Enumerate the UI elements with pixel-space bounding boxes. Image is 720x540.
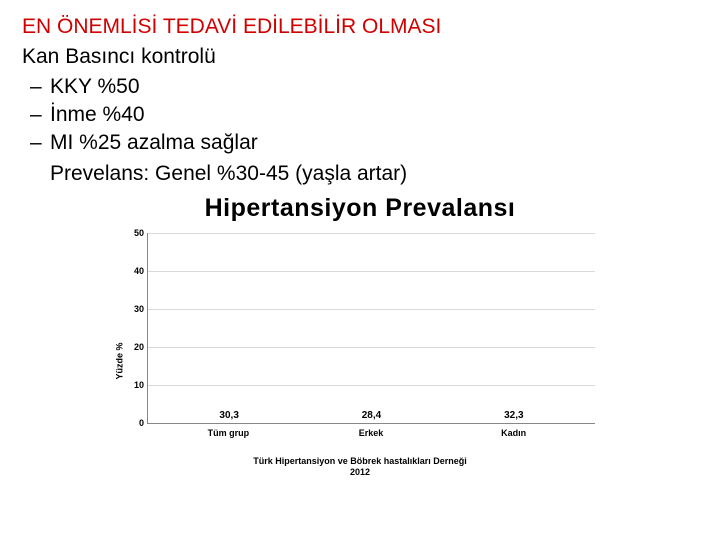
x-tick: Tüm grup — [183, 428, 273, 438]
grid-line — [148, 347, 595, 348]
plot-area: 30,328,432,3 01020304050 — [147, 233, 595, 424]
caption-line-1: Türk Hipertansiyon ve Böbrek hastalıklar… — [125, 456, 595, 467]
y-axis-label: Yüzde % — [115, 342, 125, 379]
grid-line — [148, 309, 595, 310]
grid-line — [148, 271, 595, 272]
chart-caption: Türk Hipertansiyon ve Böbrek hastalıklar… — [125, 456, 595, 479]
bullet-item: MI %25 azalma sağlar — [50, 129, 698, 157]
prevalence-line: Prevelans: Genel %30-45 (yaşla artar) — [50, 160, 698, 188]
y-tick: 40 — [128, 266, 144, 276]
caption-line-2: 2012 — [125, 467, 595, 478]
slide: EN ÖNEMLİSİ TEDAVİ EDİLEBİLİR OLMASI Kan… — [0, 0, 720, 540]
heading: EN ÖNEMLİSİ TEDAVİ EDİLEBİLİR OLMASI — [22, 14, 698, 40]
y-tick: 10 — [128, 380, 144, 390]
bar-column: 28,4 — [326, 410, 416, 423]
bullet-list: KKY %50 İnme %40 MI %25 azalma sağlar — [22, 73, 698, 158]
bar-value-label: 30,3 — [219, 410, 238, 421]
y-tick: 0 — [128, 418, 144, 428]
grid-line — [148, 233, 595, 234]
y-tick: 30 — [128, 304, 144, 314]
subhead: Kan Basıncı kontrolü — [22, 44, 698, 70]
bars-container: 30,3 28,4 32,3 — [148, 233, 595, 423]
x-ticks: Tüm grup Erkek Kadın — [147, 424, 595, 438]
bar-value-label: 32,3 — [504, 410, 523, 421]
x-tick: Erkek — [326, 428, 416, 438]
grid-line — [148, 385, 595, 386]
y-tick: 20 — [128, 342, 144, 352]
bar-column: 30,3 — [184, 410, 274, 423]
x-tick: Kadın — [469, 428, 559, 438]
bullet-item: KKY %50 — [50, 73, 698, 101]
bar-column: 32,3 — [469, 410, 559, 423]
y-tick: 50 — [128, 228, 144, 238]
chart-title: Hipertansiyon Prevalansı — [22, 194, 698, 223]
bullet-item: İnme %40 — [50, 101, 698, 129]
chart-wrap: Yüzde % 30,328,432,3 01020304050 Tüm gru… — [125, 233, 595, 479]
bar-value-label: 28,4 — [362, 410, 381, 421]
